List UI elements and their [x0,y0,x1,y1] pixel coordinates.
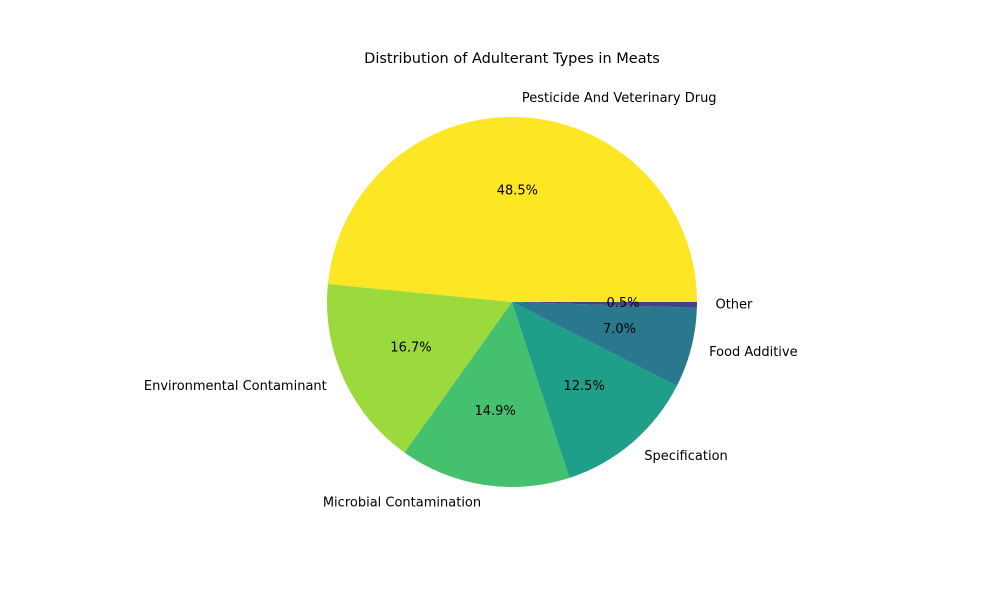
slice-label-food-additive: Food Additive [709,345,798,360]
slice-percent-food-additive: 7.0% [603,322,636,337]
slice-percent-environmental-contaminant: 16.7% [390,340,431,355]
slice-percent-specification: 12.5% [564,379,605,394]
pie-slice-pesticide-and-veterinary-drug [327,116,697,302]
slice-label-microbial-contamination: Microbial Contamination [323,496,481,511]
slice-percent-other: 0.5% [606,296,639,311]
slice-label-pesticide-and-veterinary-drug: Pesticide And Veterinary Drug [522,91,717,106]
pie-slice-microbial-contamination [404,302,570,487]
pie-slice-food-additive [512,302,697,386]
slice-label-environmental-contaminant: Environmental Contaminant [144,379,327,394]
slice-percent-pesticide-and-veterinary-drug: 48.5% [497,184,538,199]
slice-label-specification: Specification [644,449,727,464]
pie-slice-environmental-contaminant [326,284,512,453]
pie-slices [326,116,697,487]
pie-labels: Pesticide And Veterinary Drug 48.5% Enviro… [144,91,798,510]
pie-slice-specification [512,302,677,478]
chart-title: Distribution of Adulterant Types in Meat… [364,51,660,67]
pie-slice-other [512,302,697,308]
slice-percent-microbial-contamination: 14.9% [475,404,516,419]
slice-label-other: Other [715,298,753,313]
